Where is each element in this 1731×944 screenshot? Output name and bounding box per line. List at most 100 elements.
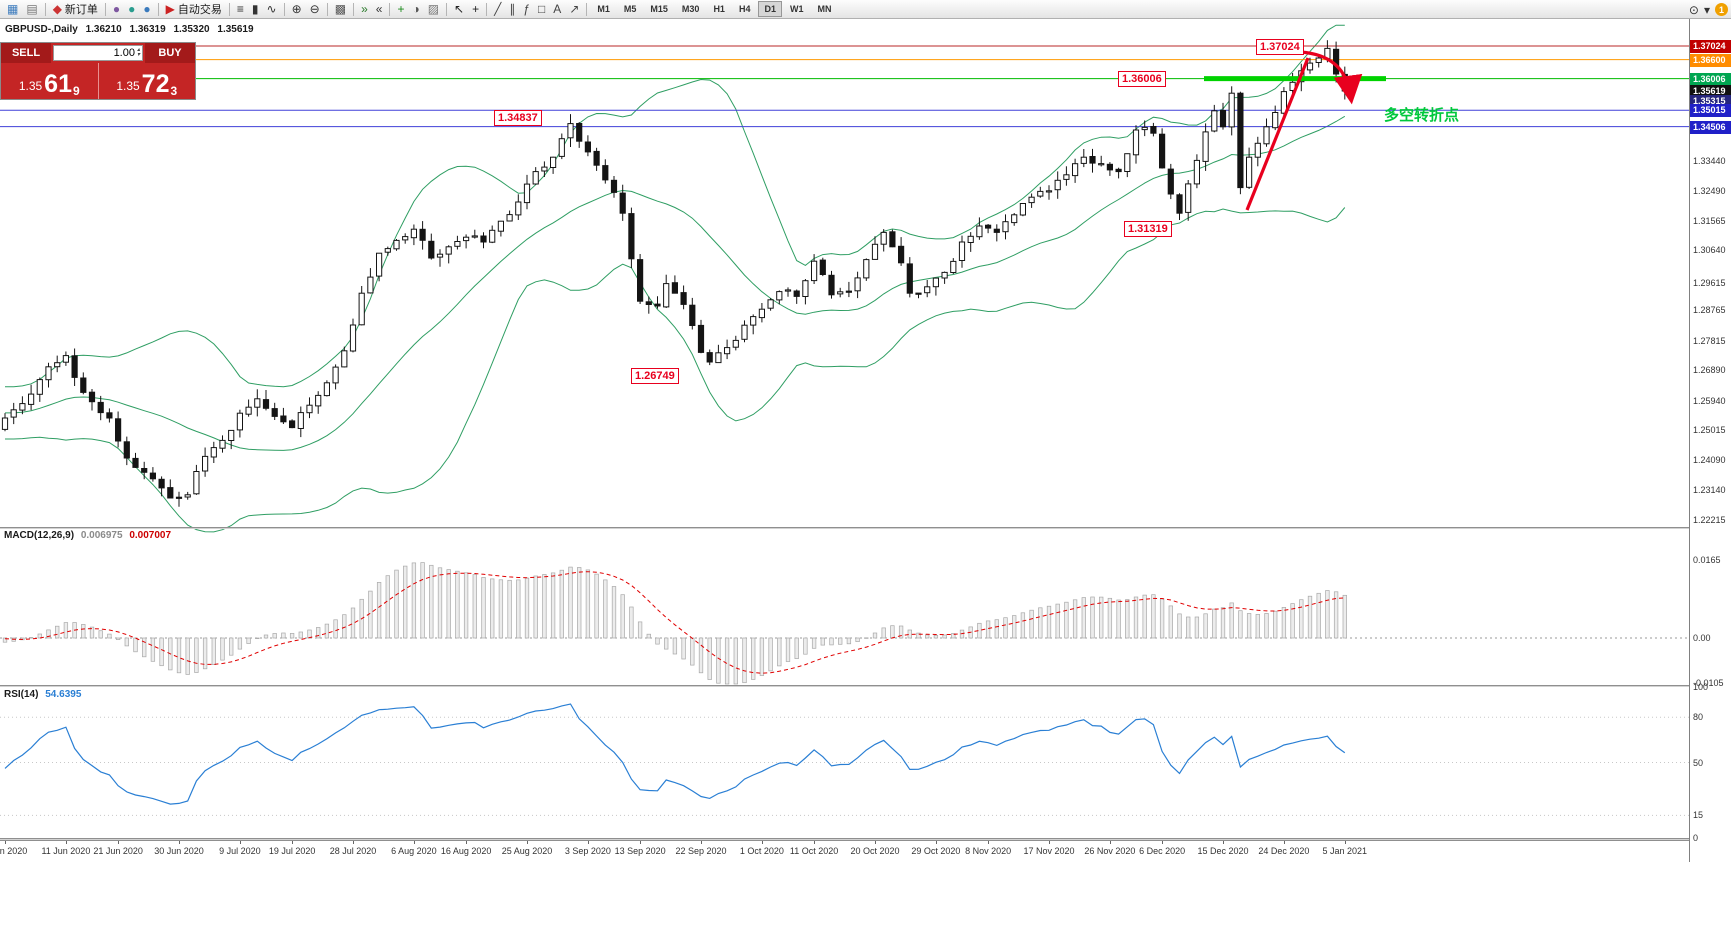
macd-pane-separator[interactable] bbox=[0, 527, 1689, 529]
toolbar-separator bbox=[157, 2, 159, 16]
market-watch-icon[interactable]: ● bbox=[109, 1, 124, 18]
shapes-icon: □ bbox=[538, 1, 546, 16]
tile-windows-icon[interactable]: ▩ bbox=[331, 1, 350, 18]
volume-down-icon[interactable]: ▾ bbox=[136, 52, 140, 58]
date-tick bbox=[1109, 841, 1111, 844]
date-tick bbox=[179, 841, 180, 844]
text-label-icon[interactable]: A bbox=[549, 1, 565, 18]
date-tick bbox=[761, 841, 763, 844]
timeframe-m15[interactable]: M15 bbox=[650, 4, 668, 14]
timeframe-d1[interactable]: D1 bbox=[758, 1, 782, 17]
navigator-icon: ● bbox=[143, 1, 151, 16]
toolbar-separator bbox=[44, 2, 46, 16]
axis-tick-label: 1.22215 bbox=[1693, 514, 1726, 525]
timeframe-h1[interactable]: H1 bbox=[713, 4, 725, 14]
timeframe-h4[interactable]: H4 bbox=[738, 4, 751, 14]
candlestick-chart-icon[interactable]: ▮ bbox=[248, 1, 263, 18]
date-label: 11 Jun 2020 bbox=[41, 846, 91, 856]
price-badge: 1.37024 bbox=[1690, 40, 1731, 54]
zoom-out-icon[interactable]: ⊖ bbox=[306, 1, 324, 18]
line-chart-icon[interactable]: ∿ bbox=[263, 1, 281, 18]
date-label: 15 Dec 2020 bbox=[1197, 846, 1249, 856]
volume-input[interactable]: 1.00 ▴ ▾ bbox=[53, 45, 143, 61]
profiles-icon[interactable]: ▤ bbox=[22, 1, 41, 18]
periods-icon[interactable]: ◑ bbox=[408, 1, 423, 18]
templates-icon[interactable]: ▨ bbox=[424, 1, 443, 18]
crosshair-icon[interactable]: + bbox=[468, 1, 483, 18]
sell-price[interactable]: 1.35 61 9 bbox=[1, 63, 98, 99]
date-label: 8 Nov 2020 bbox=[965, 846, 1012, 856]
indicators-icon[interactable]: + bbox=[393, 1, 408, 18]
axis-tick-label: 0.00 bbox=[1693, 633, 1711, 643]
buy-price[interactable]: 1.35 72 3 bbox=[99, 63, 196, 99]
date-tick bbox=[413, 841, 415, 844]
date-tick bbox=[587, 841, 589, 844]
cursor-icon[interactable]: ↖ bbox=[450, 1, 468, 18]
templates-icon: ▨ bbox=[427, 1, 440, 16]
date-tick bbox=[701, 841, 702, 844]
arrow-tool-icon[interactable]: ↗ bbox=[565, 1, 583, 18]
toolbar-separator bbox=[228, 2, 230, 16]
date-label: 6 Aug 2020 bbox=[391, 846, 437, 856]
notification-badge[interactable]: 1 bbox=[1715, 3, 1728, 16]
volume-up-icon[interactable]: ▴ bbox=[136, 47, 140, 53]
axis-tick-label: 1.25015 bbox=[1693, 425, 1726, 436]
new-chart-icon[interactable]: ▦ bbox=[3, 1, 22, 18]
macd-main-value: 0.006975 bbox=[80, 530, 123, 541]
price-badge: 1.34506 bbox=[1690, 120, 1731, 134]
bottom-pane-separator[interactable] bbox=[0, 838, 1689, 840]
toolbar-more-icon[interactable]: ▾ bbox=[1703, 2, 1710, 17]
toolbar-separator bbox=[486, 2, 488, 16]
rsi-value: 54.6395 bbox=[45, 689, 82, 700]
auto-trading-button[interactable]: ▶ 自动交易 bbox=[162, 1, 226, 18]
auto-trading-button-label: 自动交易 bbox=[177, 4, 222, 16]
tile-windows-icon: ▩ bbox=[334, 1, 347, 16]
buy-button[interactable]: BUY bbox=[145, 43, 195, 63]
timeframe-mn[interactable]: MN bbox=[817, 4, 832, 14]
timeframe-m30[interactable]: M30 bbox=[681, 4, 700, 14]
price-chart[interactable] bbox=[0, 0, 1689, 862]
bar-chart-icon: ≡ bbox=[236, 1, 244, 16]
timeframe-w1[interactable]: W1 bbox=[789, 4, 804, 14]
axis-tick-label: 1.32490 bbox=[1693, 186, 1726, 197]
axis-tick-label: 1.24090 bbox=[1693, 454, 1726, 465]
volume-stepper[interactable]: ▴ ▾ bbox=[136, 47, 140, 58]
auto-scroll-icon[interactable]: » bbox=[357, 1, 372, 18]
axis-tick-label: 1.25940 bbox=[1693, 395, 1726, 406]
date-tick bbox=[527, 841, 528, 844]
fibonacci-icon[interactable]: ƒ bbox=[519, 1, 534, 18]
price-axis[interactable]: 1.33440 1.32490 1.31565 1.30640 1.29615 1.287… bbox=[1689, 19, 1731, 862]
sell-button[interactable]: SELL bbox=[1, 43, 51, 63]
chart-search-icon[interactable]: ⊙ bbox=[1688, 2, 1699, 17]
zoom-in-icon[interactable]: ⊕ bbox=[288, 1, 306, 18]
bar-chart-icon[interactable]: ≡ bbox=[233, 1, 248, 18]
date-tick bbox=[935, 841, 937, 844]
date-label: 22 Sep 2020 bbox=[675, 846, 727, 856]
timeframe-m1[interactable]: M1 bbox=[597, 4, 610, 14]
buy-price-sup: 3 bbox=[170, 84, 178, 98]
date-label: 26 Nov 2020 bbox=[1084, 846, 1136, 856]
date-tick bbox=[875, 841, 876, 844]
price-badge: 1.35015 bbox=[1690, 104, 1731, 118]
new-order-button[interactable]: ◆ 新订单 bbox=[49, 1, 102, 18]
new-order-button-label: 新订单 bbox=[64, 4, 98, 16]
timeframe-m5[interactable]: M5 bbox=[623, 4, 637, 14]
date-label: 17 Nov 2020 bbox=[1023, 846, 1075, 856]
navigator-icon[interactable]: ● bbox=[139, 1, 154, 18]
rsi-indicator-label: RSI(14) 54.6395 bbox=[4, 689, 85, 700]
date-label: 11 Oct 2020 bbox=[789, 846, 839, 856]
channel-icon[interactable]: ∥ bbox=[505, 1, 519, 18]
data-window-icon[interactable]: ● bbox=[124, 1, 139, 18]
date-label: 20 Oct 2020 bbox=[850, 846, 900, 856]
date-tick bbox=[292, 841, 294, 844]
high-value: 1.36319 bbox=[129, 24, 166, 35]
trendline-icon[interactable]: ╱ bbox=[490, 1, 505, 18]
low-value: 1.35320 bbox=[173, 24, 210, 35]
axis-tick-label: 1.29615 bbox=[1693, 278, 1726, 289]
chart-shift-icon[interactable]: « bbox=[372, 1, 387, 18]
new-order-button: ◆ bbox=[52, 1, 62, 16]
shapes-icon[interactable]: □ bbox=[534, 1, 549, 18]
rsi-pane-separator[interactable] bbox=[0, 685, 1689, 687]
date-label: 19 Jul 2020 bbox=[268, 846, 316, 856]
